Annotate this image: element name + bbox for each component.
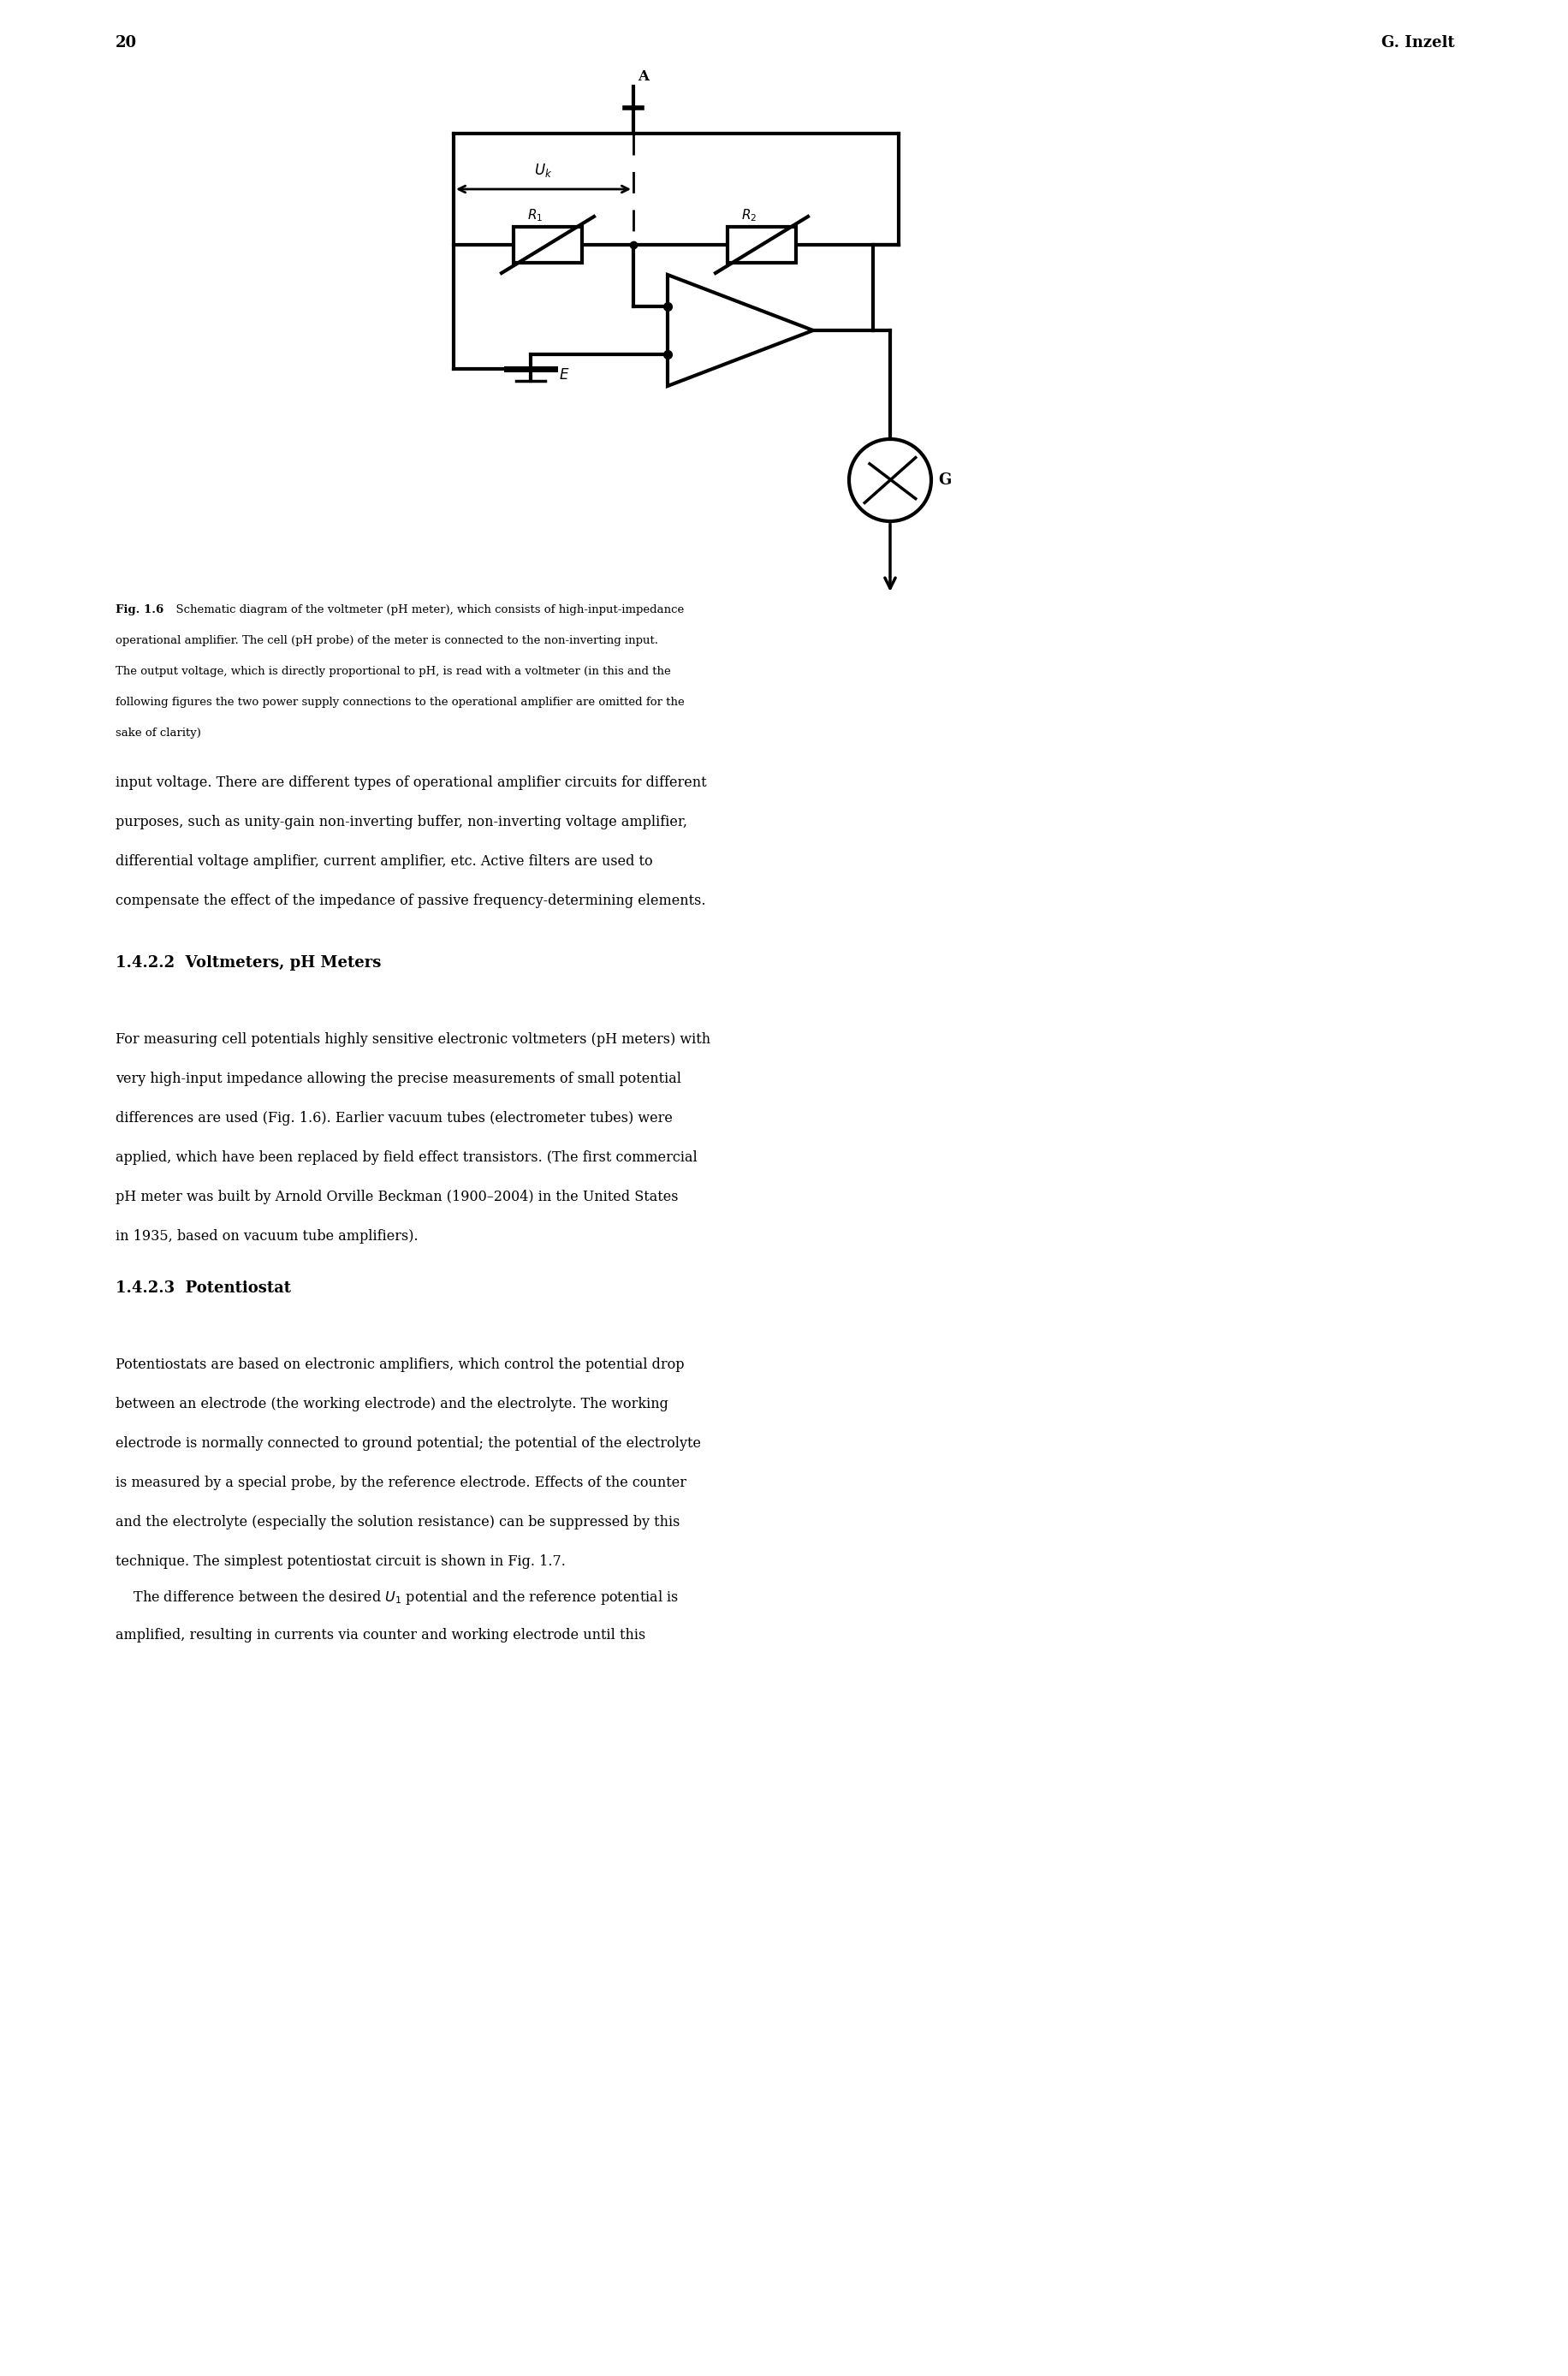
Text: and the electrolyte (especially the solution resistance) can be suppressed by th: and the electrolyte (especially the solu… (116, 1516, 679, 1530)
Text: applied, which have been replaced by field effect transistors. (The first commer: applied, which have been replaced by fie… (116, 1150, 696, 1164)
Text: 20: 20 (116, 36, 136, 50)
Text: For measuring cell potentials highly sensitive electronic voltmeters (pH meters): For measuring cell potentials highly sen… (116, 1031, 710, 1048)
Text: A: A (637, 69, 649, 83)
Text: 1.4.2.2  Voltmeters, pH Meters: 1.4.2.2 Voltmeters, pH Meters (116, 955, 381, 972)
Text: The output voltage, which is directly proportional to pH, is read with a voltmet: The output voltage, which is directly pr… (116, 665, 671, 677)
Text: in 1935, based on vacuum tube amplifiers).: in 1935, based on vacuum tube amplifiers… (116, 1228, 419, 1243)
Text: G: G (938, 473, 950, 487)
Text: technique. The simplest potentiostat circuit is shown in Fig. 1.7.: technique. The simplest potentiostat cir… (116, 1554, 566, 1568)
Text: differential voltage amplifier, current amplifier, etc. Active filters are used : differential voltage amplifier, current … (116, 855, 652, 870)
Text: differences are used (Fig. 1.6). Earlier vacuum tubes (electrometer tubes) were: differences are used (Fig. 1.6). Earlier… (116, 1112, 673, 1126)
Text: $E$: $E$ (558, 368, 569, 383)
Text: very high-input impedance allowing the precise measurements of small potential: very high-input impedance allowing the p… (116, 1072, 681, 1086)
Text: Schematic diagram of the voltmeter (pH meter), which consists of high-input-impe: Schematic diagram of the voltmeter (pH m… (168, 604, 684, 615)
Text: electrode is normally connected to ground potential; the potential of the electr: electrode is normally connected to groun… (116, 1435, 701, 1452)
Text: Potentiostats are based on electronic amplifiers, which control the potential dr: Potentiostats are based on electronic am… (116, 1357, 684, 1371)
Bar (728, 226, 795, 264)
Text: pH meter was built by Arnold Orville Beckman (1900–2004) in the United States: pH meter was built by Arnold Orville Bec… (116, 1190, 677, 1205)
Text: between an electrode (the working electrode) and the electrolyte. The working: between an electrode (the working electr… (116, 1397, 668, 1411)
Text: $R_2$: $R_2$ (740, 207, 756, 223)
Text: amplified, resulting in currents via counter and working electrode until this: amplified, resulting in currents via cou… (116, 1628, 644, 1642)
Text: The difference between the desired $U_1$ potential and the reference potential i: The difference between the desired $U_1$… (116, 1590, 679, 1606)
Text: operational amplifier. The cell (pH probe) of the meter is connected to the non-: operational amplifier. The cell (pH prob… (116, 634, 659, 646)
Text: purposes, such as unity-gain non-inverting buffer, non-inverting voltage amplifi: purposes, such as unity-gain non-inverti… (116, 815, 687, 829)
Text: $U_k$: $U_k$ (535, 162, 552, 178)
Text: following figures the two power supply connections to the operational amplifier : following figures the two power supply c… (116, 696, 684, 708)
Bar (513, 226, 582, 264)
Text: compensate the effect of the impedance of passive frequency-determining elements: compensate the effect of the impedance o… (116, 893, 706, 908)
Text: sake of clarity): sake of clarity) (116, 727, 201, 739)
Text: $R_1$: $R_1$ (527, 207, 543, 223)
Text: input voltage. There are different types of operational amplifier circuits for d: input voltage. There are different types… (116, 775, 706, 789)
Text: 1.4.2.3  Potentiostat: 1.4.2.3 Potentiostat (116, 1281, 290, 1295)
Text: G. Inzelt: G. Inzelt (1381, 36, 1454, 50)
Text: Fig. 1.6: Fig. 1.6 (116, 604, 163, 615)
Text: is measured by a special probe, by the reference electrode. Effects of the count: is measured by a special probe, by the r… (116, 1475, 687, 1490)
